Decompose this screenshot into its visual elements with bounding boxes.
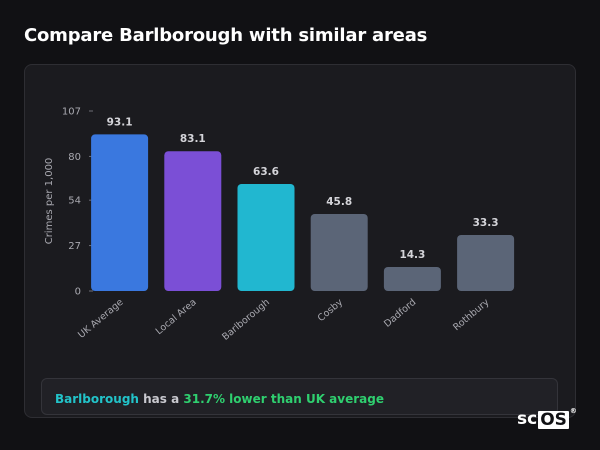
summary-area-name: Barlborough bbox=[55, 392, 139, 406]
bar-rothbury bbox=[457, 234, 515, 291]
brand-prefix: sc bbox=[517, 409, 538, 429]
bar-value-label: 14.3 bbox=[399, 249, 425, 261]
y-axis-label: Crimes per 1,000 bbox=[44, 158, 55, 245]
y-tick-label: 27 bbox=[68, 241, 81, 252]
x-tick-label: Barlborough bbox=[220, 297, 272, 343]
x-tick-label: Dadford bbox=[382, 297, 418, 330]
x-tick-label: UK Average bbox=[76, 297, 125, 341]
x-tick-label: Rothbury bbox=[451, 297, 492, 334]
bar-value-label: 93.1 bbox=[107, 116, 133, 128]
bar-value-label: 63.6 bbox=[253, 166, 279, 178]
x-tick-label: Cosby bbox=[316, 297, 346, 324]
bar-chart: Crimes per 1,000 0 27 54 80 107 93.1 UK Average… bbox=[44, 107, 515, 343]
bar-value-label: 83.1 bbox=[180, 133, 206, 145]
brand-registered: ® bbox=[569, 407, 577, 415]
bar-dadford bbox=[383, 266, 441, 291]
x-tick-label: Local Area bbox=[154, 297, 199, 337]
brand-logo: sc OS ® bbox=[517, 407, 577, 430]
y-tick-label: 80 bbox=[68, 152, 81, 163]
bar-value-label: 33.3 bbox=[473, 217, 499, 229]
summary-connector: has a bbox=[138, 392, 184, 406]
y-tick-label: 0 bbox=[75, 287, 81, 298]
bar-barlborough bbox=[237, 184, 295, 291]
page-title: Compare Barlborough with similar areas bbox=[24, 25, 428, 46]
bar-cosby bbox=[310, 213, 368, 291]
comparison-summary: Barlborough has a 31.7% lower than UK av… bbox=[41, 378, 558, 415]
bar-local-area bbox=[164, 151, 222, 291]
y-tick-label: 54 bbox=[68, 196, 81, 207]
chart-card: Crimes per 1,000 0 27 54 80 107 93.1 UK Average… bbox=[24, 64, 576, 418]
bar-uk-average bbox=[91, 134, 149, 291]
brand-boxed: OS bbox=[538, 410, 569, 430]
summary-comparison: 31.7% lower than UK average bbox=[183, 392, 384, 406]
bar-value-label: 45.8 bbox=[326, 196, 352, 208]
y-tick-label: 107 bbox=[62, 107, 81, 118]
